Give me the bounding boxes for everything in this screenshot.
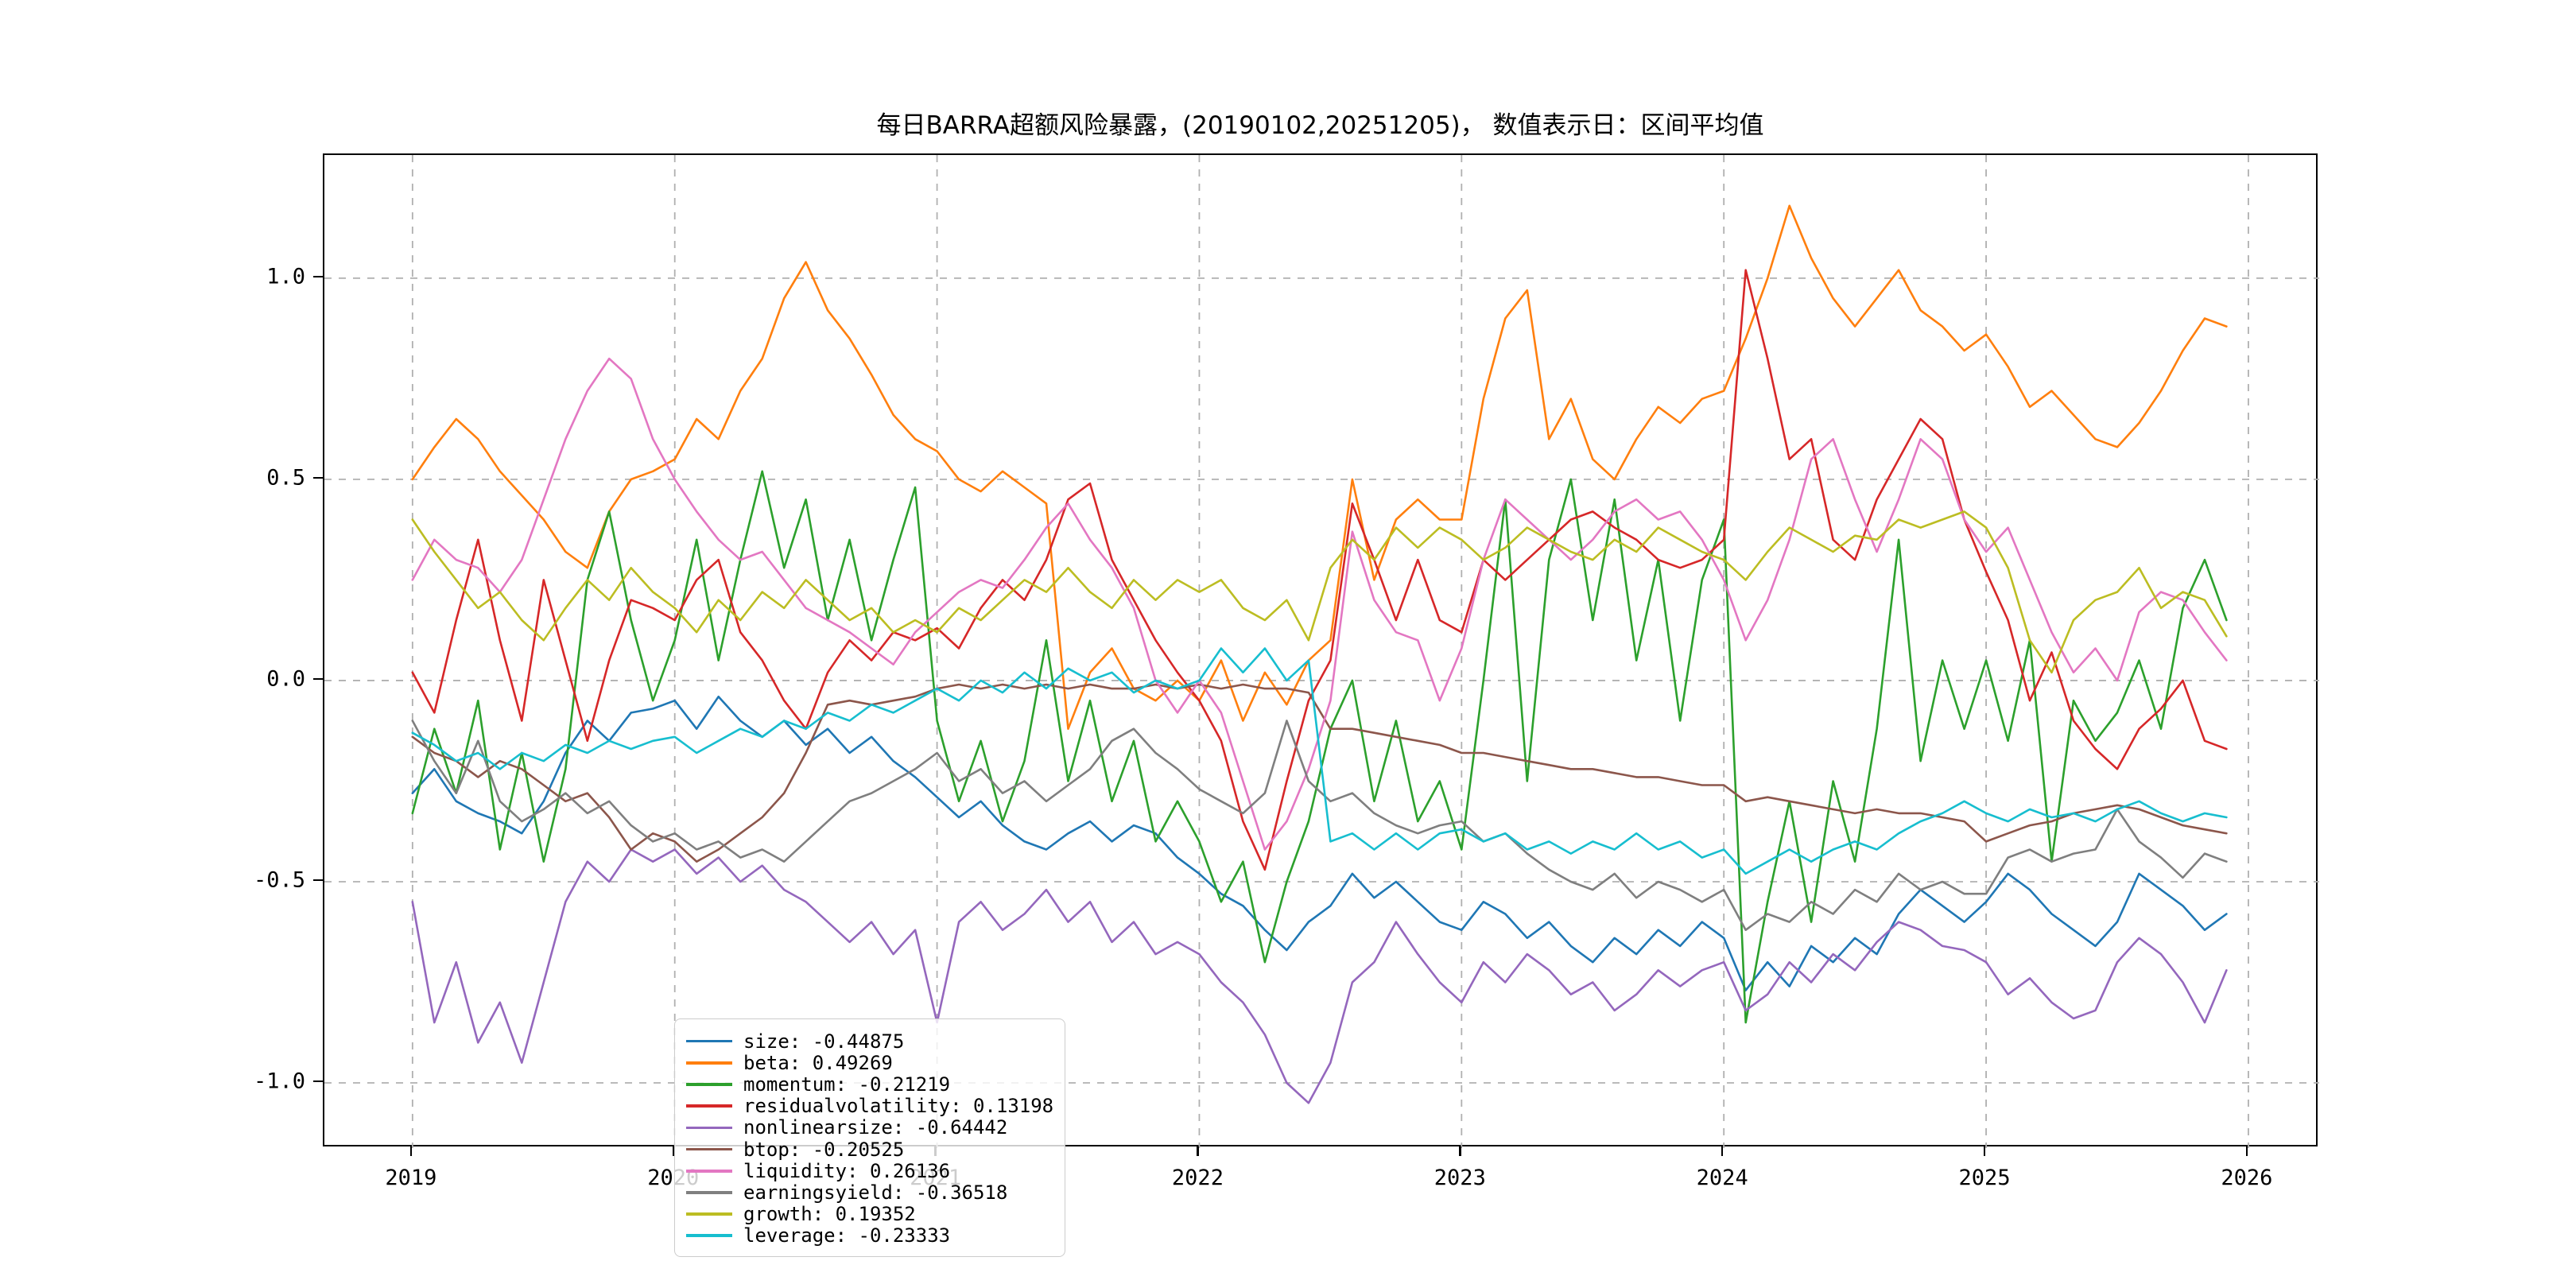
legend-swatch-growth	[686, 1212, 732, 1216]
series-line-liquidity	[411, 357, 2228, 851]
legend-label: beta: 0.49269	[743, 1051, 893, 1074]
legend-swatch-liquidity	[686, 1169, 732, 1173]
y-tick-label: -1.0	[253, 1069, 305, 1094]
y-tick-label: 0.5	[266, 465, 305, 491]
x-tick-label: 2019	[385, 1166, 437, 1190]
chart-title: 每日BARRA超额风险暴露，(20190102,20251205)， 数值表示日…	[876, 111, 1764, 140]
y-axis-tick	[313, 1080, 323, 1083]
x-axis-tick	[409, 1146, 413, 1156]
x-tick-label: 2022	[1171, 1166, 1224, 1190]
legend-label: size: -0.44875	[743, 1030, 905, 1053]
legend-swatch-beta	[686, 1061, 732, 1065]
legend-label: liquidity: 0.26136	[743, 1159, 951, 1182]
series-line-size	[411, 695, 2228, 991]
legend-swatch-btop	[686, 1147, 732, 1151]
x-axis-tick	[672, 1146, 674, 1156]
x-axis-tick	[1197, 1146, 1199, 1156]
series-line-momentum	[411, 470, 2228, 1024]
x-tick-label: 2024	[1696, 1166, 1748, 1190]
legend-label: btop: -0.20525	[743, 1138, 905, 1161]
x-tick-label: 2026	[2221, 1166, 2273, 1190]
legend-item-nonlinearsize: nonlinearsize: -0.64442	[686, 1116, 1050, 1139]
y-tick-label: -0.5	[253, 867, 305, 893]
legend-label: earningsyield: -0.36518	[743, 1181, 1008, 1204]
x-axis-tick	[1721, 1146, 1724, 1156]
series-line-beta	[411, 204, 2228, 731]
legend-swatch-earningsyield	[686, 1191, 732, 1194]
legend-item-btop: btop: -0.20525	[686, 1138, 1050, 1161]
y-axis-tick	[313, 879, 323, 882]
series-line-earningsyield	[411, 720, 2228, 932]
series-line-nonlinearsize	[411, 848, 2228, 1104]
legend-label: nonlinearsize: -0.64442	[743, 1116, 1008, 1139]
legend-item-liquidity: liquidity: 0.26136	[686, 1159, 1050, 1182]
y-tick-label: 0.0	[266, 666, 305, 692]
legend-item-residualvolatility: residualvolatility: 0.13198	[686, 1095, 1054, 1118]
chart-lines-svg	[324, 155, 2319, 1148]
series-line-btop	[411, 683, 2228, 863]
legend-swatch-nonlinearsize	[686, 1126, 732, 1130]
y-axis-tick	[313, 677, 323, 681]
legend-swatch-residualvolatility	[686, 1104, 732, 1108]
legend-swatch-size	[686, 1039, 732, 1043]
x-tick-label: 2023	[1433, 1166, 1486, 1190]
legend-item-leverage: leverage: -0.23333	[686, 1224, 1050, 1247]
legend-item-beta: beta: 0.49269	[686, 1051, 1050, 1074]
legend-item-size: size: -0.44875	[686, 1030, 1050, 1053]
series-line-growth	[411, 510, 2228, 674]
x-axis-tick	[2245, 1146, 2248, 1156]
y-tick-label: 1.0	[266, 264, 305, 289]
legend-item-momentum: momentum: -0.21219	[686, 1073, 1050, 1096]
x-tick-label: 2025	[1958, 1166, 2011, 1190]
legend-box: size: -0.44875 beta: 0.49269 momentum: -0.…	[674, 1018, 1065, 1257]
x-axis-tick	[1983, 1146, 1986, 1156]
legend-item-growth: growth: 0.19352	[686, 1203, 1050, 1226]
legend-label: leverage: -0.23333	[743, 1224, 951, 1247]
legend-swatch-leverage	[686, 1234, 732, 1238]
y-axis-tick	[313, 275, 323, 278]
legend-item-earningsyield: earningsyield: -0.36518	[686, 1181, 1050, 1204]
legend-label: growth: 0.19352	[743, 1203, 916, 1226]
legend-swatch-momentum	[686, 1083, 732, 1086]
series-line-residualvolatility	[411, 269, 2228, 871]
series-line-leverage	[411, 647, 2228, 875]
y-axis-tick	[313, 476, 323, 479]
legend-label: residualvolatility: 0.13198	[743, 1095, 1054, 1118]
legend-label: momentum: -0.21219	[743, 1073, 951, 1096]
plot-area: size: -0.44875 beta: 0.49269 momentum: -0.…	[323, 153, 2319, 1257]
x-axis-tick	[1459, 1146, 1461, 1156]
